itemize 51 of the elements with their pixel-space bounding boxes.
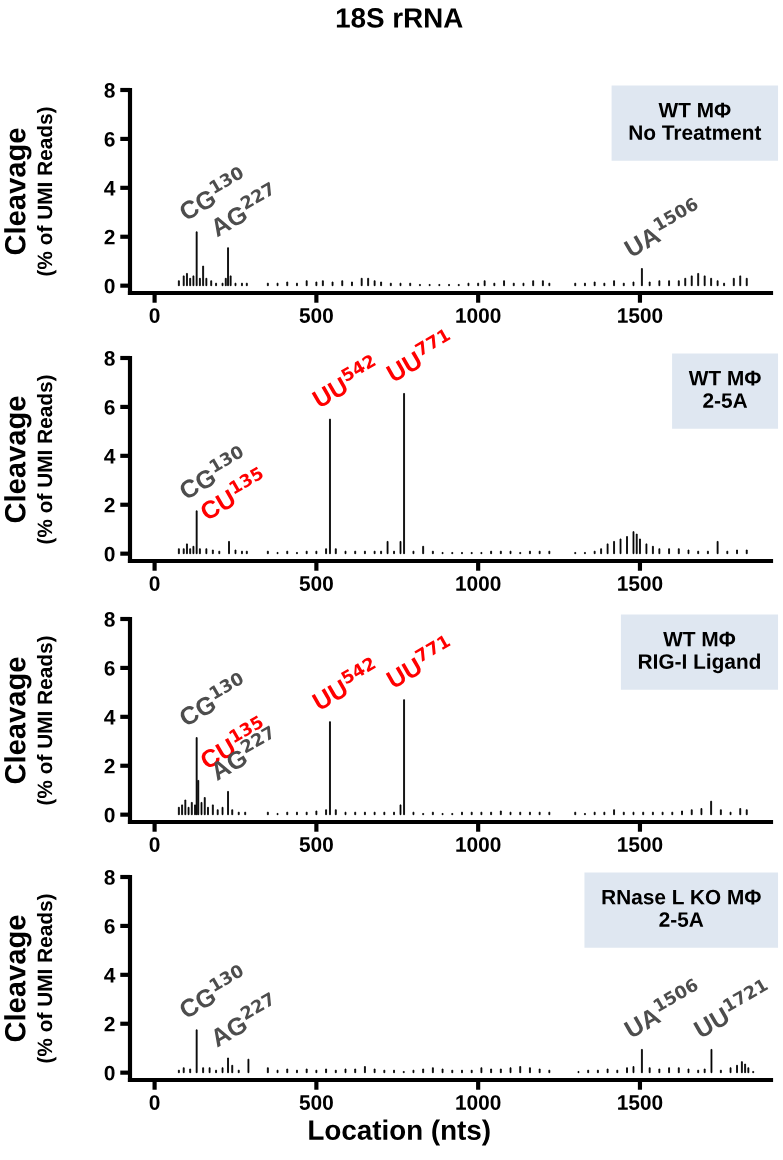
x-tick-label: 500 (299, 1095, 333, 1110)
y-tick-label: 4 (104, 181, 116, 196)
annotation: UU$^{542}$ (308, 353, 381, 409)
y-tick-label: 4 (104, 449, 116, 464)
y-tick-label: 0 (104, 807, 115, 823)
y-axis-title: Cleavage (% of UMI Reads) (4, 107, 57, 276)
annotation: UU$^{771}$ (383, 327, 456, 383)
y-tick-label: 0 (104, 546, 115, 562)
y-tick-label: 6 (104, 399, 115, 415)
x-tick-label: 0 (149, 837, 160, 852)
x-tick-label: 1000 (456, 308, 501, 323)
y-tick-label: 8 (104, 612, 115, 627)
x-tick-label: 1000 (456, 837, 501, 852)
y-tick-label: 2 (104, 758, 115, 774)
y-tick-label: 4 (104, 710, 116, 725)
x-tick-label: 1500 (618, 837, 663, 852)
y-tick-label: 6 (104, 131, 115, 147)
x-tick-label: 0 (149, 1095, 160, 1110)
x-tick-label: 1500 (618, 1095, 663, 1110)
annotation: WT MΦ No Treatment (629, 102, 762, 140)
x-tick-label: 1500 (618, 576, 663, 591)
annotation: UU$^{542}$ (308, 656, 381, 711)
annotation: UA$^{1506}$ (620, 196, 704, 258)
x-tick-label: 500 (299, 837, 333, 852)
annotation: RNase L KO MΦ 2-5A (602, 889, 761, 927)
annotation: UU$^{771}$ (383, 634, 456, 689)
y-tick-label: 8 (104, 870, 115, 885)
x-tick-label: 1000 (456, 1095, 501, 1110)
y-axis-title: Cleavage (% of UMI Reads) (4, 375, 57, 544)
x-tick-label: 0 (149, 308, 160, 323)
y-tick-label: 6 (104, 660, 115, 676)
y-tick-label: 2 (104, 229, 115, 245)
y-tick-label: 0 (104, 1065, 115, 1081)
x-tick-label: 500 (299, 308, 333, 323)
y-axis-title: Cleavage (% of UMI Reads) (4, 894, 57, 1063)
x-tick-label: 1500 (618, 308, 663, 323)
y-tick-label: 0 (104, 278, 115, 294)
y-tick-label: 8 (104, 83, 115, 98)
y-tick-label: 8 (104, 351, 115, 366)
y-tick-label: 2 (104, 1016, 115, 1032)
annotation: WT MΦ 2-5A (688, 370, 761, 408)
x-tick-label: 500 (299, 576, 333, 591)
y-tick-label: 2 (104, 497, 115, 513)
x-tick-label: 1000 (456, 576, 501, 591)
y-tick-label: 4 (104, 968, 116, 983)
x-axis-title: Location (nts) (309, 1119, 490, 1146)
x-tick-label: 0 (149, 576, 160, 591)
y-tick-label: 6 (104, 918, 115, 934)
chart-title: 18S rRNA (336, 8, 463, 28)
y-axis-title: Cleavage (% of UMI Reads) (4, 636, 57, 805)
annotation: WT MΦ RIG-I Ligand (638, 631, 761, 674)
